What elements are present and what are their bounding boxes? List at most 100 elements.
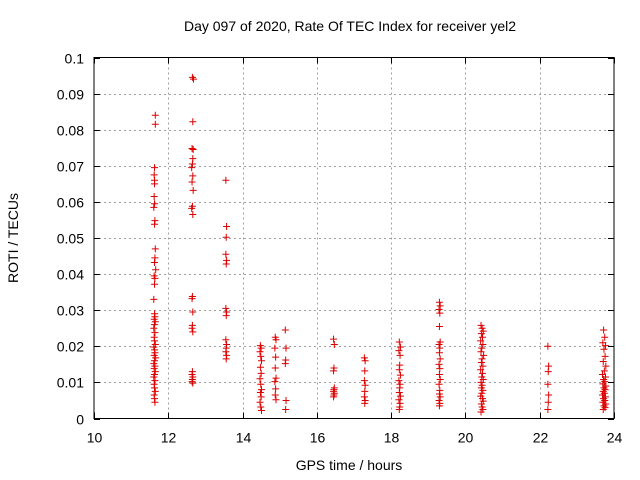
data-point xyxy=(282,344,290,352)
data-point xyxy=(189,379,197,387)
data-point xyxy=(436,393,444,401)
data-point xyxy=(435,390,443,398)
data-point xyxy=(478,355,486,363)
data-point xyxy=(330,335,338,343)
data-point xyxy=(189,118,197,126)
data-point xyxy=(479,333,487,341)
data-point xyxy=(477,366,485,374)
data-point xyxy=(222,233,230,241)
data-point xyxy=(281,326,289,334)
data-point xyxy=(600,326,608,334)
data-point xyxy=(256,389,264,397)
data-point xyxy=(150,373,158,381)
x-tick-label: 18 xyxy=(384,430,400,446)
data-point xyxy=(189,211,197,219)
data-point xyxy=(601,333,609,341)
data-point xyxy=(435,305,443,313)
data-point xyxy=(544,380,552,388)
data-point xyxy=(151,280,159,288)
y-tick-label: 0.1 xyxy=(65,51,85,67)
data-point xyxy=(222,336,230,344)
data-point xyxy=(435,380,443,388)
data-point xyxy=(151,245,159,253)
data-point xyxy=(190,75,198,83)
data-point xyxy=(271,364,279,372)
data-point xyxy=(271,378,279,386)
data-point xyxy=(360,393,368,401)
data-point xyxy=(478,389,486,397)
data-point xyxy=(479,340,487,348)
data-point xyxy=(477,337,485,345)
x-tick-label: 14 xyxy=(236,430,252,446)
data-point xyxy=(330,367,338,375)
data-point xyxy=(151,337,159,345)
x-tick-label: 16 xyxy=(310,430,326,446)
data-point xyxy=(258,407,266,415)
x-tick-label: 24 xyxy=(607,430,623,446)
data-point xyxy=(256,375,264,383)
data-point xyxy=(150,324,158,332)
data-point xyxy=(435,298,443,306)
data-point xyxy=(152,354,160,362)
data-point xyxy=(151,384,159,392)
data-point xyxy=(151,111,159,119)
x-tick-label: 12 xyxy=(161,430,177,446)
data-point xyxy=(436,376,444,384)
data-point xyxy=(395,366,403,374)
data-point xyxy=(360,354,368,362)
data-point xyxy=(435,360,443,368)
data-points xyxy=(150,73,610,416)
y-tick-label: 0.06 xyxy=(57,195,84,211)
data-point xyxy=(151,377,159,385)
data-point xyxy=(258,386,266,394)
data-point xyxy=(477,400,485,408)
data-point xyxy=(601,352,609,360)
data-point xyxy=(152,266,160,274)
data-point xyxy=(544,405,552,413)
data-point xyxy=(395,405,403,413)
data-point xyxy=(330,340,338,348)
data-point xyxy=(150,203,158,211)
data-point xyxy=(435,322,443,330)
data-point xyxy=(361,381,369,389)
data-point xyxy=(258,357,266,365)
data-point xyxy=(257,380,265,388)
data-point xyxy=(222,250,230,258)
data-point xyxy=(395,338,403,346)
data-point xyxy=(151,220,159,228)
data-point xyxy=(395,396,403,404)
data-point xyxy=(151,329,159,337)
data-point xyxy=(361,357,369,365)
y-tick-label: 0.02 xyxy=(57,339,84,355)
data-point xyxy=(478,324,486,332)
data-point xyxy=(599,398,607,406)
data-point xyxy=(151,120,159,128)
data-point xyxy=(396,371,404,379)
data-point xyxy=(395,377,403,385)
data-point xyxy=(188,144,196,152)
data-point xyxy=(480,351,488,359)
data-point xyxy=(545,391,553,399)
x-axis-label: GPS time / hours xyxy=(296,457,403,473)
data-point xyxy=(189,308,197,316)
data-point xyxy=(600,395,608,403)
data-point xyxy=(282,396,290,404)
data-point xyxy=(150,295,158,303)
data-point xyxy=(222,348,230,356)
data-point xyxy=(271,391,279,399)
data-point xyxy=(282,405,290,413)
data-point xyxy=(151,318,159,326)
data-point xyxy=(477,348,485,356)
grid xyxy=(94,57,614,419)
data-point xyxy=(188,324,196,332)
data-point xyxy=(151,180,159,188)
y-tick-label: 0.08 xyxy=(57,123,84,139)
data-point xyxy=(435,349,443,357)
y-axis-label: ROTI / TECUs xyxy=(5,193,21,283)
data-point xyxy=(479,386,487,394)
data-point xyxy=(600,389,608,397)
data-point xyxy=(600,345,608,353)
data-point xyxy=(272,353,280,361)
data-point xyxy=(599,387,607,395)
